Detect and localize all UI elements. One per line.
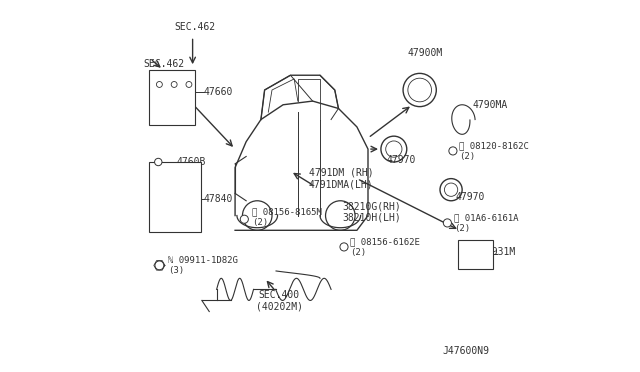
Text: 47970: 47970 xyxy=(456,192,485,202)
Text: Ⓑ 01A6-6161A
(2): Ⓑ 01A6-6161A (2) xyxy=(454,213,518,232)
Text: 38210G(RH)
38210H(LH): 38210G(RH) 38210H(LH) xyxy=(342,201,401,223)
Text: 4790MA: 4790MA xyxy=(472,100,508,110)
Circle shape xyxy=(155,158,162,166)
Text: 47660: 47660 xyxy=(204,87,233,97)
Text: 47840: 47840 xyxy=(204,194,233,204)
Circle shape xyxy=(240,215,248,223)
Text: SEC.400
(40202M): SEC.400 (40202M) xyxy=(256,290,303,311)
Text: Ⓑ 08156-8165M
(2): Ⓑ 08156-8165M (2) xyxy=(252,208,321,227)
Circle shape xyxy=(449,147,457,155)
Text: ℕ 09911-1D82G
(3): ℕ 09911-1D82G (3) xyxy=(168,256,237,275)
Circle shape xyxy=(340,243,348,251)
Text: 47931M: 47931M xyxy=(481,247,516,257)
Circle shape xyxy=(444,219,451,227)
Text: Ⓑ 08120-8162C
(2): Ⓑ 08120-8162C (2) xyxy=(459,141,529,161)
Text: 47970: 47970 xyxy=(387,155,416,165)
Text: 47900M: 47900M xyxy=(408,48,443,58)
Text: SEC.462: SEC.462 xyxy=(143,59,184,69)
Text: J47600N9: J47600N9 xyxy=(443,346,490,356)
Text: 4791DM (RH)
4791DMA(LH): 4791DM (RH) 4791DMA(LH) xyxy=(309,168,374,189)
Text: Ⓑ 08156-6162E
(2): Ⓑ 08156-6162E (2) xyxy=(350,237,420,257)
FancyBboxPatch shape xyxy=(458,240,493,269)
FancyBboxPatch shape xyxy=(149,162,201,232)
Text: SEC.462: SEC.462 xyxy=(174,22,215,32)
FancyBboxPatch shape xyxy=(149,70,195,125)
Text: 4760B: 4760B xyxy=(176,157,205,167)
